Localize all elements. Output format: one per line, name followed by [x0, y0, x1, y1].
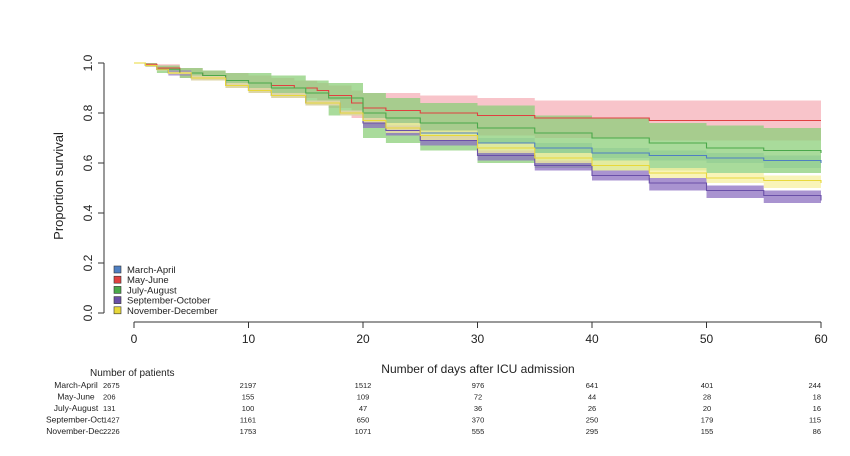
risk-cell: 100: [242, 404, 255, 413]
risk-row-label: September-Oct.: [46, 415, 106, 425]
risk-cell: 555: [472, 427, 485, 436]
risk-cell: 16: [813, 404, 821, 413]
risk-cell: 1161: [240, 416, 256, 425]
legend-label: March-April: [127, 265, 176, 276]
risk-cell: 115: [809, 416, 821, 425]
y-tick-label: 0.2: [81, 254, 95, 271]
y-tick-label: 0.8: [81, 104, 95, 121]
legend-label: July-August: [127, 285, 177, 296]
y-tick-label: 0.6: [81, 154, 95, 171]
x-tick-label: 10: [242, 332, 256, 346]
risk-row-label: March-April: [54, 380, 98, 390]
legend-label: May-June: [127, 275, 169, 286]
risk-cell: 2197: [240, 381, 257, 390]
risk-cell: 1512: [355, 381, 372, 390]
risk-cell: 26: [588, 404, 596, 413]
legend-label: September-October: [127, 296, 210, 307]
risk-cell: 976: [472, 381, 485, 390]
risk-cell: 36: [474, 404, 482, 413]
x-tick-label: 50: [700, 332, 714, 346]
legend-swatch: [113, 296, 122, 304]
risk-cell: 1427: [103, 416, 120, 425]
risk-cell: 155: [242, 393, 255, 402]
risk-table-title: Number of patients: [90, 368, 175, 379]
legend-swatch: [113, 275, 122, 284]
risk-cell: 401: [701, 381, 714, 390]
risk-cell: 109: [357, 393, 370, 402]
x-axis-label: Number of days after ICU admission: [381, 362, 574, 376]
risk-cell: 72: [474, 393, 482, 402]
risk-cell: 206: [103, 393, 116, 402]
y-tick-label: 0.4: [81, 204, 95, 221]
x-tick-label: 20: [356, 332, 370, 346]
risk-row-label: July-August: [54, 403, 99, 413]
y-tick-label: 0.0: [81, 304, 95, 321]
risk-row-label: May-June: [57, 392, 95, 402]
ci-band-5: [134, 63, 821, 191]
risk-cell: 131: [103, 404, 116, 413]
legend-swatch: [113, 286, 122, 294]
risk-cell: 244: [808, 381, 821, 390]
y-axis-label: Proportion survival: [51, 132, 66, 240]
risk-cell: 650: [357, 416, 370, 425]
risk-cell: 370: [472, 416, 485, 425]
legend-swatch: [113, 265, 122, 274]
risk-cell: 44: [588, 393, 596, 402]
x-tick-label: 60: [814, 332, 828, 346]
risk-cell: 1753: [240, 427, 257, 436]
legend-swatch: [113, 306, 122, 315]
risk-row-label: November-Dec.: [46, 426, 106, 436]
risk-cell: 155: [701, 427, 714, 436]
risk-cell: 250: [586, 416, 599, 425]
x-tick-label: 0: [131, 332, 138, 346]
survival-curve-5: [134, 62, 822, 183]
axes: 0 10 20 30 40 50 60 0.0 0.2 0.4 0.6 0.8 1.0: [81, 54, 828, 346]
y-tick-label: 1.0: [81, 54, 95, 71]
risk-table: Number of patients March-April 2675 2197 15…: [46, 368, 821, 436]
risk-cell: 28: [703, 393, 711, 402]
risk-cell: 641: [586, 381, 599, 390]
risk-cell: 18: [813, 393, 821, 402]
legend-label: November-December: [127, 306, 218, 317]
risk-cell: 20: [703, 404, 711, 413]
risk-cell: 2226: [103, 427, 120, 436]
legend: March-AprilMay-JuneJuly-AugustSeptember-…: [113, 265, 218, 317]
risk-cell: 47: [359, 404, 367, 413]
risk-cell: 295: [586, 427, 599, 436]
x-tick-label: 30: [471, 332, 485, 346]
risk-cell: 2675: [103, 381, 120, 390]
risk-cell: 1071: [355, 427, 372, 436]
risk-cell: 179: [701, 416, 714, 425]
x-tick-label: 40: [585, 332, 599, 346]
survival-curves: [134, 62, 822, 201]
risk-cell: 86: [813, 427, 821, 436]
